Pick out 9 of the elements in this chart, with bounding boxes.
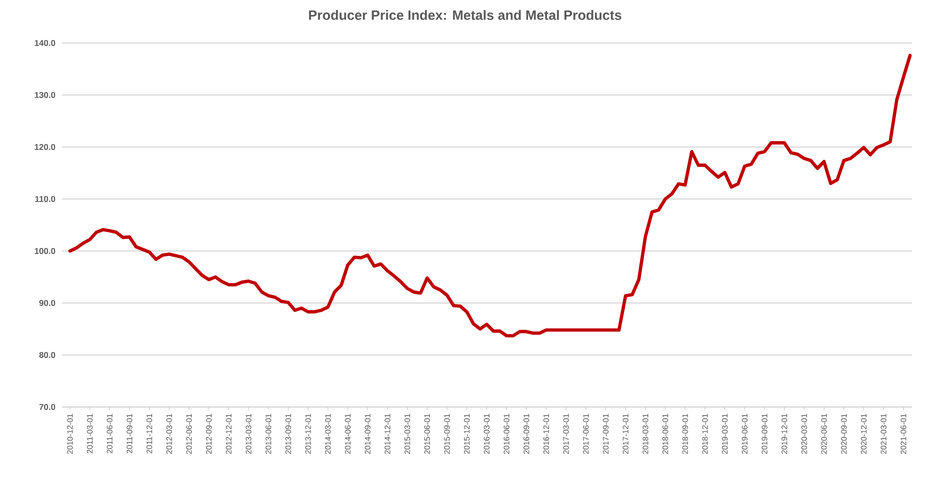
y-tick-label: 110.0 xyxy=(35,196,56,202)
y-tick-label: 70.0 xyxy=(39,404,56,410)
chart-title: Producer Price Index: Metals and Metal Products xyxy=(309,10,622,20)
y-tick-label: 140.0 xyxy=(34,40,56,46)
y-tick-label: 120.0 xyxy=(34,144,56,150)
y-tick-label: 130.0 xyxy=(34,92,56,98)
y-tick-label: 80.0 xyxy=(39,352,56,358)
y-tick-label: 100.0 xyxy=(34,248,56,254)
y-tick-label: 90.0 xyxy=(39,300,56,306)
